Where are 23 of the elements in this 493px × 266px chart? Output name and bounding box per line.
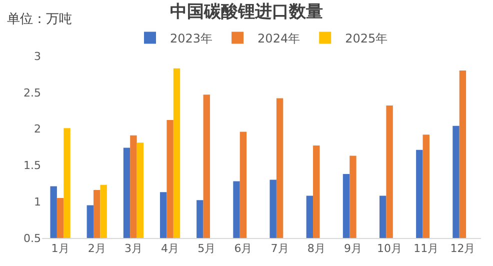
legend-label: 2023年: [170, 31, 213, 46]
y-tick-label: 2: [34, 122, 41, 136]
x-tick-label: 9月: [344, 242, 362, 256]
x-tick-label: 12月: [450, 242, 476, 256]
x-tick-label: 2月: [88, 242, 106, 256]
legend-label: 2025年: [345, 31, 388, 46]
y-tick-label: 2.5: [24, 86, 41, 100]
x-tick-label: 1月: [51, 242, 70, 256]
y-tick-label: 1: [34, 195, 41, 208]
x-tick-label: 8月: [307, 242, 326, 256]
y-tick-label: 1.5: [24, 159, 41, 172]
x-tick-label: 4月: [161, 242, 180, 256]
x-tick-label: 11月: [414, 242, 439, 256]
legend-label: 2024年: [258, 31, 300, 46]
x-tick-label: 5月: [198, 242, 216, 256]
x-tick-label: 6月: [234, 242, 252, 256]
y-tick-label: 3: [34, 50, 41, 63]
x-tick-label: 3月: [124, 242, 142, 256]
x-tick-label: 7月: [270, 242, 289, 256]
text: 单位：万吨: [7, 12, 72, 27]
y-tick-label: 0.5: [24, 232, 41, 245]
chart-title: 中国碳酸锂进口数量: [170, 2, 323, 22]
x-tick-label: 10月: [377, 242, 402, 256]
